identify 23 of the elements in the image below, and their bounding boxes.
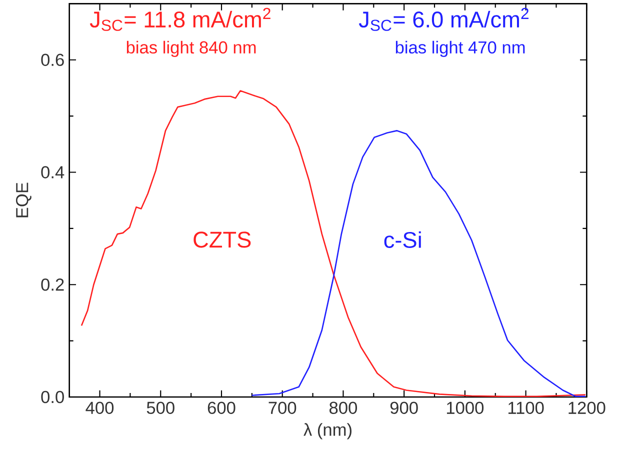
y-axis-title: EQE — [16, 182, 32, 218]
x-tick-label: 1100 — [508, 402, 544, 414]
x-axis-title: λ (nm) — [304, 423, 352, 440]
x-tick-label: 400 — [86, 402, 114, 414]
x-tick-label: 800 — [330, 402, 358, 414]
annotation: J$_{SC}$= 11.8 mA/cm$^{2}$ — [90, 8, 270, 31]
line-series — [251, 130, 586, 397]
x-tick-label: 1000 — [446, 402, 484, 414]
x-tick-label: 1200 — [568, 402, 606, 414]
x-tick-label: 700 — [268, 402, 296, 414]
series-label: c-Si — [384, 231, 421, 248]
annotation: J$_{SC}$= 6.0 mA/cm$^{2}$ — [358, 8, 529, 31]
x-tick-label: 900 — [390, 402, 418, 414]
y-tick-label: 0.4 — [41, 166, 64, 178]
text: CZTS — [194, 232, 251, 248]
x-tick-label: 600 — [208, 402, 236, 414]
y-tick-label: 0.0 — [41, 390, 64, 404]
annotation: bias light 840 nm — [126, 40, 256, 57]
y-tick-label: 0.2 — [41, 278, 64, 291]
y-tick-label: 0.6 — [41, 54, 64, 66]
line-series — [80, 90, 586, 397]
x-tick-label: 500 — [146, 402, 174, 414]
annotation: bias light 470 nm — [396, 40, 525, 57]
